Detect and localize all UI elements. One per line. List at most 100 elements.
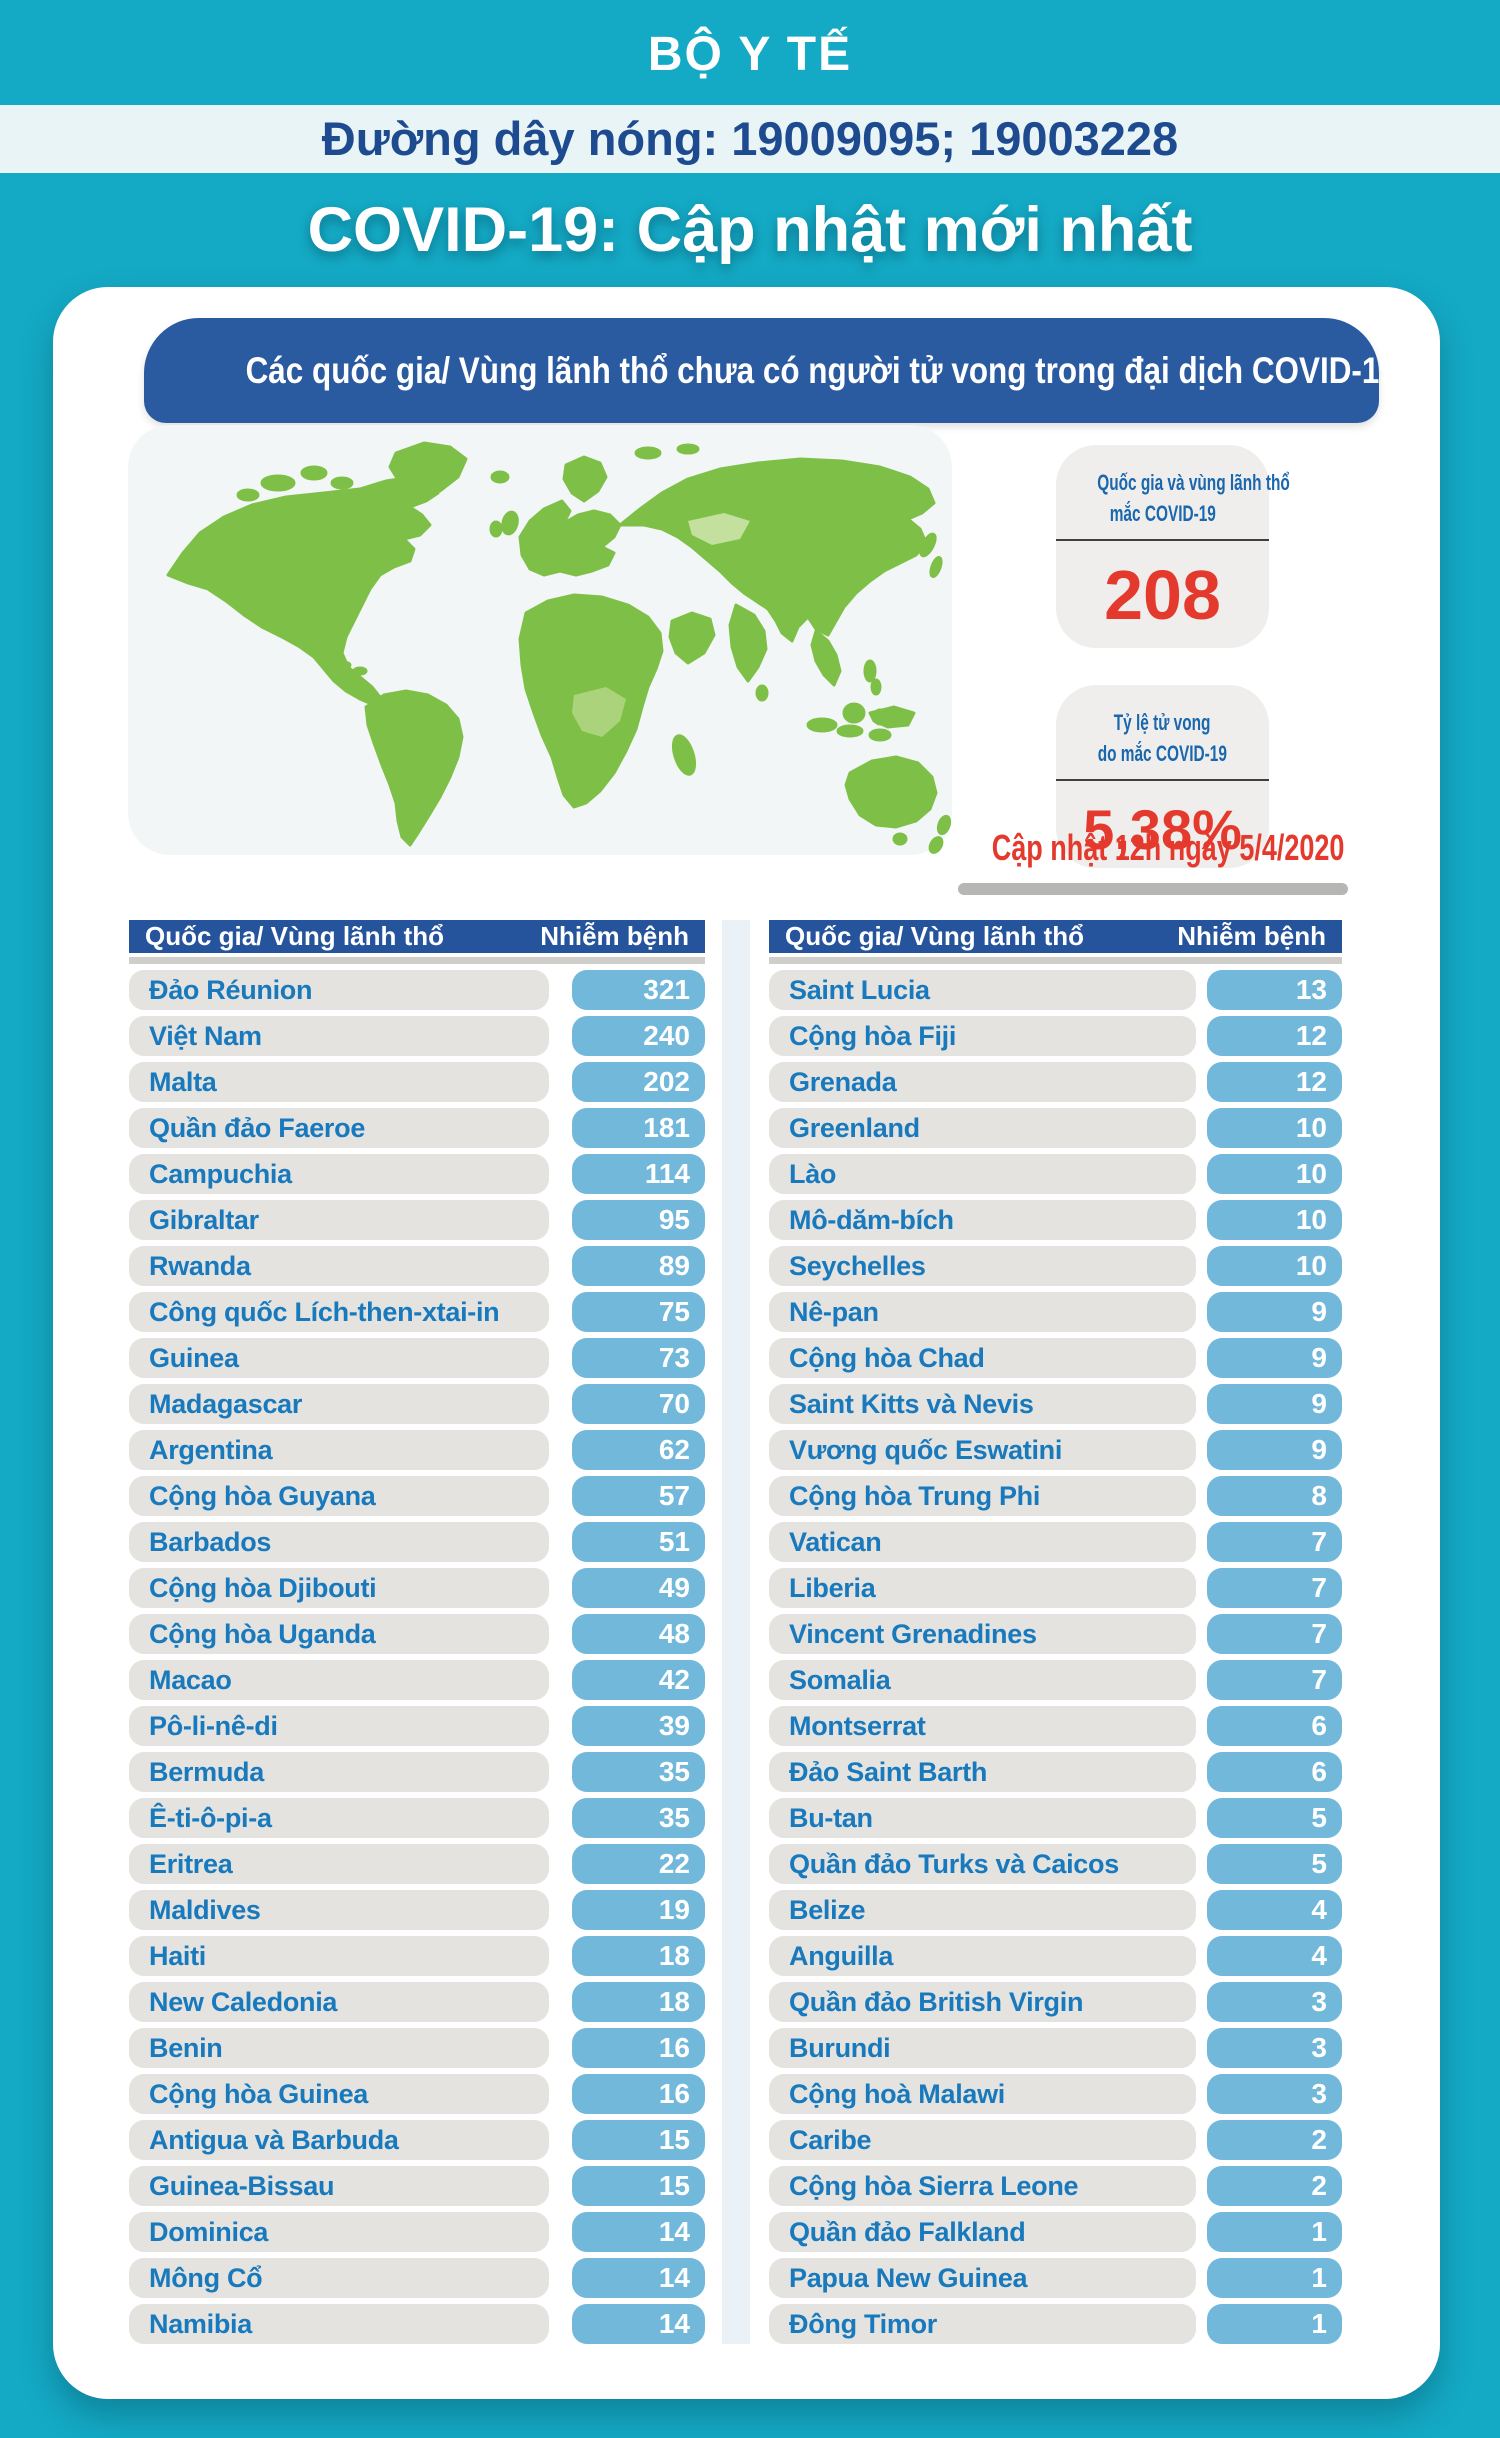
table-row: Saint Lucia 13	[769, 970, 1342, 1010]
table-row: Seychelles 10	[769, 1246, 1342, 1286]
country-name: Guinea	[129, 1338, 549, 1378]
country-name: Belize	[769, 1890, 1196, 1930]
country-name: Quần đảo Turks và Caicos	[769, 1844, 1196, 1884]
country-name: Quần đảo Faeroe	[129, 1108, 549, 1148]
cases-badge: 5	[1207, 1798, 1342, 1838]
table-row: Nê-pan 9	[769, 1292, 1342, 1332]
table-row: Cộng hòa Uganda 48	[129, 1614, 705, 1654]
cases-badge: 10	[1207, 1154, 1342, 1194]
card-title: Các quốc gia/ Vùng lãnh thổ chưa có ngườ…	[144, 318, 1397, 423]
country-name: Madagascar	[129, 1384, 549, 1424]
table-header-left: Quốc gia/ Vùng lãnh thổ Nhiễm bệnh	[129, 920, 705, 953]
cases-badge: 114	[572, 1154, 705, 1194]
table-row: Cộng hòa Djibouti 49	[129, 1568, 705, 1608]
cases-badge: 7	[1207, 1568, 1342, 1608]
table-row: Anguilla 4	[769, 1936, 1342, 1976]
cases-badge: 18	[572, 1936, 705, 1976]
cases-badge: 1	[1207, 2304, 1342, 2344]
stat-death-rate-label: Tỷ lệ tử vong do mắc COVID-19	[1097, 710, 1228, 766]
table-row: Greenland 10	[769, 1108, 1342, 1148]
stat-death-rate: Tỷ lệ tử vong do mắc COVID-19 5,38%	[1056, 685, 1269, 868]
table-row: Somalia 7	[769, 1660, 1342, 1700]
cases-badge: 10	[1207, 1108, 1342, 1148]
country-name: New Caledonia	[129, 1982, 549, 2022]
cases-badge: 10	[1207, 1246, 1342, 1286]
cases-badge: 16	[572, 2074, 705, 2114]
column-cases-label: Nhiễm bệnh	[1177, 921, 1326, 951]
column-divider	[722, 920, 750, 2344]
cases-badge: 3	[1207, 1982, 1342, 2022]
column-country-label: Quốc gia/ Vùng lãnh thổ	[145, 921, 444, 951]
country-name: Bermuda	[129, 1752, 549, 1792]
cases-badge: 70	[572, 1384, 705, 1424]
cases-badge: 2	[1207, 2166, 1342, 2206]
country-name: Saint Lucia	[769, 970, 1196, 1010]
country-name: Cộng hòa Sierra Leone	[769, 2166, 1196, 2206]
cases-badge: 48	[572, 1614, 705, 1654]
cases-badge: 18	[572, 1982, 705, 2022]
country-name: Grenada	[769, 1062, 1196, 1102]
cases-badge: 35	[572, 1798, 705, 1838]
cases-badge: 75	[572, 1292, 705, 1332]
table-header-underline	[769, 957, 1342, 964]
card-title-text: Các quốc gia/ Vùng lãnh thổ chưa có ngườ…	[245, 350, 1397, 391]
table-row: Việt Nam 240	[129, 1016, 705, 1056]
table-row: Grenada 12	[769, 1062, 1342, 1102]
table-row: Guinea-Bissau 15	[129, 2166, 705, 2206]
cases-badge: 6	[1207, 1752, 1342, 1792]
table-row: Đảo Saint Barth 6	[769, 1752, 1342, 1792]
hotline-banner: Đường dây nóng: 19009095; 19003228	[0, 105, 1500, 173]
update-underline	[958, 883, 1348, 895]
table-row: Cộng hoà Malawi 3	[769, 2074, 1342, 2114]
country-name: Đảo Réunion	[129, 970, 549, 1010]
country-name: Pô-li-nê-di	[129, 1706, 549, 1746]
cases-badge: 4	[1207, 1936, 1342, 1976]
map-north-america	[166, 475, 440, 707]
country-name: Haiti	[129, 1936, 549, 1976]
world-map	[128, 425, 952, 855]
country-name: Burundi	[769, 2028, 1196, 2068]
country-name: Caribe	[769, 2120, 1196, 2160]
column-country-label: Quốc gia/ Vùng lãnh thổ	[785, 921, 1084, 951]
table-row: Mông Cổ 14	[129, 2258, 705, 2298]
content-card: Các quốc gia/ Vùng lãnh thổ chưa có ngườ…	[53, 287, 1440, 2399]
table-row: Quần đảo Faeroe 181	[129, 1108, 705, 1148]
country-name: Đông Timor	[769, 2304, 1196, 2344]
country-name: Lào	[769, 1154, 1196, 1194]
cases-badge: 1	[1207, 2212, 1342, 2252]
country-name: Công quốc Lích-then-xtai-in	[129, 1292, 549, 1332]
country-name: Quần đảo British Virgin	[769, 1982, 1196, 2022]
table-row: Barbados 51	[129, 1522, 705, 1562]
cases-badge: 62	[572, 1430, 705, 1470]
cases-badge: 202	[572, 1062, 705, 1102]
stat-divider	[1056, 779, 1269, 781]
country-name: Cộng hòa Chad	[769, 1338, 1196, 1378]
country-name: Ê-ti-ô-pi-a	[129, 1798, 549, 1838]
table-row: Vincent Grenadines 7	[769, 1614, 1342, 1654]
cases-badge: 3	[1207, 2028, 1342, 2068]
country-name: Gibraltar	[129, 1200, 549, 1240]
table-row: Quần đảo Turks và Caicos 5	[769, 1844, 1342, 1884]
table-row: Guinea 73	[129, 1338, 705, 1378]
cases-badge: 14	[572, 2212, 705, 2252]
map-europe	[518, 499, 622, 577]
country-name: Đảo Saint Barth	[769, 1752, 1196, 1792]
table-row: Quần đảo Falkland 1	[769, 2212, 1342, 2252]
country-name: Mông Cổ	[129, 2258, 549, 2298]
table-row: Ê-ti-ô-pi-a 35	[129, 1798, 705, 1838]
country-name: Campuchia	[129, 1154, 549, 1194]
table-right: Saint Lucia 13 Cộng hòa Fiji 12 Grenada …	[769, 970, 1342, 2344]
table-row: New Caledonia 18	[129, 1982, 705, 2022]
cases-badge: 9	[1207, 1292, 1342, 1332]
cases-badge: 7	[1207, 1660, 1342, 1700]
table-row: Bu-tan 5	[769, 1798, 1342, 1838]
table-left: Đảo Réunion 321 Việt Nam 240 Malta 202 Q…	[129, 970, 705, 2344]
country-name: Papua New Guinea	[769, 2258, 1196, 2298]
cases-badge: 5	[1207, 1844, 1342, 1884]
stat-countries-label: Quốc gia và vùng lãnh thổ mắc COVID-19	[1097, 470, 1290, 526]
country-name: Saint Kitts và Nevis	[769, 1384, 1196, 1424]
table-header-right: Quốc gia/ Vùng lãnh thổ Nhiễm bệnh	[769, 920, 1342, 953]
table-row: Cộng hòa Chad 9	[769, 1338, 1342, 1378]
country-name: Cộng hòa Trung Phi	[769, 1476, 1196, 1516]
country-name: Seychelles	[769, 1246, 1196, 1286]
